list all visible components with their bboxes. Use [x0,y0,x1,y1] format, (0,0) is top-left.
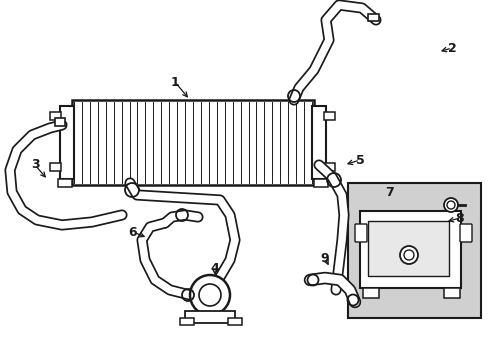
Text: 3: 3 [31,158,39,171]
Text: 8: 8 [455,211,464,225]
Text: 2: 2 [447,41,455,54]
FancyBboxPatch shape [459,224,471,242]
Circle shape [399,246,417,264]
Bar [367,14,378,21]
Bar [58,179,72,187]
Bar [180,318,194,325]
Bar [359,211,460,288]
Circle shape [443,198,457,212]
Bar [50,163,61,171]
Text: 6: 6 [128,225,137,238]
Text: 1: 1 [170,76,179,89]
Text: 5: 5 [355,153,364,166]
Bar [227,318,242,325]
Bar [313,179,327,187]
Bar [443,288,459,298]
Bar [324,163,334,171]
Text: 7: 7 [385,185,393,198]
Bar [72,100,313,185]
Bar [347,183,480,318]
Bar [50,112,61,120]
Text: 9: 9 [320,252,328,265]
Bar [184,311,235,323]
Bar [311,106,325,179]
Bar [324,112,334,120]
Text: 4: 4 [210,261,219,274]
FancyBboxPatch shape [354,224,366,242]
Bar [55,118,65,126]
Bar [367,221,448,276]
Bar [60,106,74,179]
Bar [362,288,378,298]
Circle shape [190,275,229,315]
